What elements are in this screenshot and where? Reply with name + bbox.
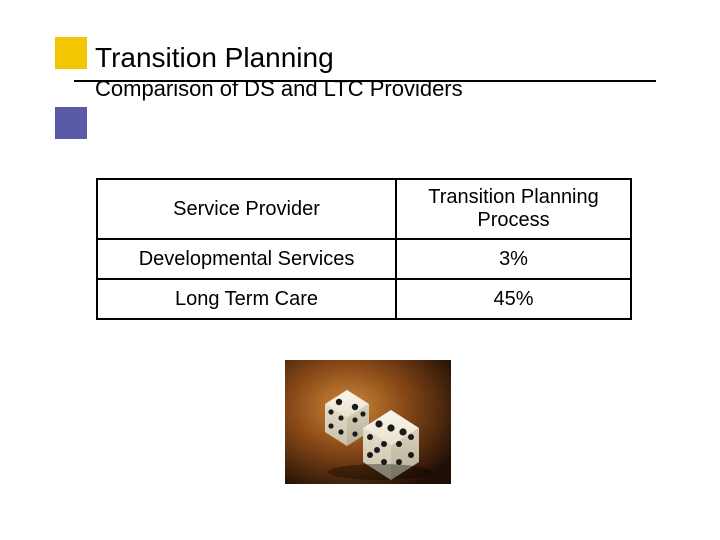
accent-box-top bbox=[55, 37, 87, 69]
table-cell-value: 3% bbox=[396, 239, 631, 279]
slide-title: Transition Planning bbox=[95, 42, 463, 74]
table-row: Long Term Care 45% bbox=[97, 279, 631, 319]
table-cell-value: 45% bbox=[396, 279, 631, 319]
dice-icon bbox=[285, 360, 451, 484]
slide-subtitle: Comparison of DS and LTC Providers bbox=[95, 76, 463, 102]
accent-box-bottom bbox=[55, 107, 87, 139]
table-cell-label: Long Term Care bbox=[97, 279, 396, 319]
dice-image bbox=[285, 360, 451, 484]
table-header-cell: Transition Planning Process bbox=[396, 179, 631, 239]
table-row: Developmental Services 3% bbox=[97, 239, 631, 279]
table-header-row: Service Provider Transition Planning Pro… bbox=[97, 179, 631, 239]
table-header-cell: Service Provider bbox=[97, 179, 396, 239]
slide: Transition Planning Comparison of DS and… bbox=[0, 0, 720, 540]
title-block: Transition Planning Comparison of DS and… bbox=[95, 42, 463, 102]
table-cell-label: Developmental Services bbox=[97, 239, 396, 279]
comparison-table: Service Provider Transition Planning Pro… bbox=[96, 178, 632, 320]
